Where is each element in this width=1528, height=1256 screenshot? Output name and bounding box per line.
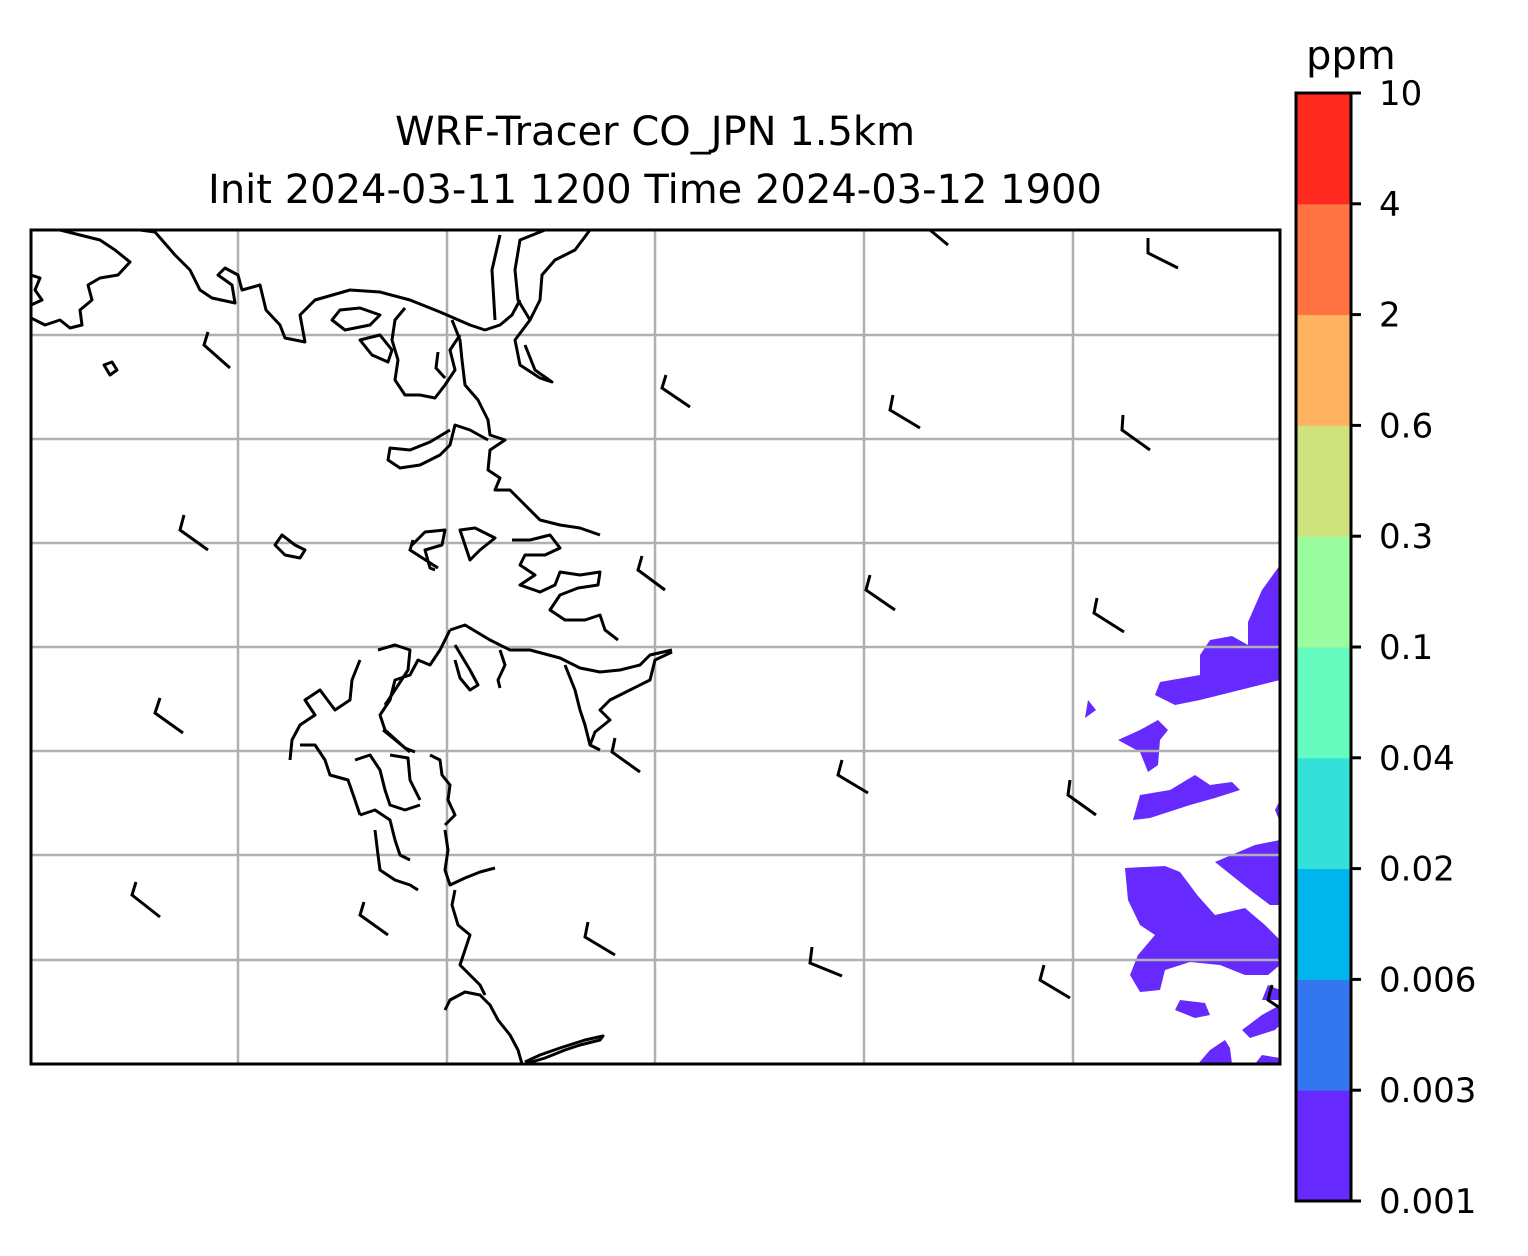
colorbar-segment <box>1296 868 1351 980</box>
coastlines <box>31 230 673 1064</box>
coastline <box>31 273 44 307</box>
colorbar-segment <box>1296 757 1351 870</box>
wind-barb <box>358 901 389 937</box>
colorbar-segment <box>1296 425 1351 537</box>
concentration-patch <box>1255 1055 1280 1064</box>
colorbar-tick-label: 0.001 <box>1379 1182 1476 1222</box>
coastline <box>377 643 412 706</box>
colorbar-segment <box>1296 93 1351 205</box>
concentration-patch <box>1085 700 1096 718</box>
coastline <box>450 319 601 537</box>
wind-barb <box>888 394 921 430</box>
concentration-patch <box>1133 775 1240 820</box>
coastline <box>330 306 382 332</box>
wind-barb <box>202 331 231 370</box>
wind-barb <box>660 374 691 409</box>
coastline <box>390 307 462 400</box>
coastline <box>496 649 507 689</box>
coastline <box>273 533 307 560</box>
colorbar-tick-label: 0.6 <box>1379 406 1433 446</box>
colorbar-segment <box>1296 1090 1351 1202</box>
coastline <box>373 829 419 892</box>
wind-barb <box>808 946 843 978</box>
wind-barb <box>408 539 439 570</box>
concentration-patch <box>1155 565 1280 705</box>
coastline <box>429 753 457 827</box>
coastline <box>386 423 489 470</box>
colorbar-segment <box>1296 536 1351 648</box>
wind-barbs <box>130 230 1280 1010</box>
coastline <box>389 753 422 801</box>
coastline <box>31 230 132 330</box>
wind-barb <box>130 881 161 919</box>
coastline <box>443 990 524 1064</box>
coastline <box>410 528 447 572</box>
wind-barb <box>636 555 666 592</box>
coastline <box>512 533 619 642</box>
coastline <box>458 526 497 562</box>
map-frame <box>29 228 1282 1066</box>
map-gridlines <box>31 230 1280 1064</box>
map-subtitle: Init 2024-03-11 1200 Time 2024-03-12 190… <box>208 167 1102 213</box>
colorbar-tick-label: 0.003 <box>1379 1071 1476 1111</box>
colorbar-tick-label: 0.04 <box>1379 739 1455 779</box>
map-title: WRF-Tracer CO_JPN 1.5km <box>394 109 916 155</box>
coastline <box>513 230 554 384</box>
wind-barb <box>178 514 209 552</box>
colorbar-tick-label: 0.006 <box>1379 960 1476 1000</box>
coastline <box>300 743 362 816</box>
coastline <box>139 230 522 344</box>
colorbar-tick-label: 10 <box>1379 74 1422 114</box>
concentration-patch <box>1198 1040 1232 1064</box>
coastline <box>588 650 673 752</box>
coastline <box>528 230 592 321</box>
wind-barb <box>1038 964 1071 1000</box>
wind-barb <box>583 921 616 957</box>
colorbar-segment <box>1296 647 1351 759</box>
wind-barb <box>1092 597 1125 634</box>
coastline <box>443 829 496 887</box>
colorbar: 0.001 0.003 0.006 0.02 0.04 0.1 0.3 0.6 2 4 10 <box>1294 74 1476 1222</box>
coastline <box>102 360 119 377</box>
wind-barb <box>153 697 184 735</box>
wind-barb <box>610 737 641 774</box>
concentration-patch <box>1175 1000 1210 1018</box>
wind-barb <box>1146 238 1179 270</box>
colorbar-tick-label: 0.1 <box>1379 628 1433 668</box>
coastline <box>524 1034 605 1064</box>
wind-barb <box>1066 779 1097 817</box>
colorbar-segment <box>1296 314 1351 426</box>
coastline <box>288 659 362 761</box>
wind-barb <box>929 230 949 247</box>
colorbar-tick-label: 4 <box>1379 185 1401 225</box>
coastline <box>490 234 502 321</box>
coastline <box>450 889 487 996</box>
coastline <box>563 664 592 746</box>
wind-barb <box>382 728 411 754</box>
coastline <box>354 753 421 812</box>
wind-barb <box>1120 414 1151 452</box>
coastline <box>358 333 394 364</box>
colorbar-tick-label: 0.02 <box>1379 850 1455 890</box>
coastline <box>453 644 480 692</box>
wind-barb <box>864 574 896 612</box>
wind-barb <box>1266 984 1280 1010</box>
colorbar-tick-label: 0.3 <box>1379 517 1433 557</box>
colorbar-tick-label: 2 <box>1379 296 1401 336</box>
colorbar-segment <box>1296 203 1351 316</box>
concentration-patch <box>1118 720 1168 772</box>
coastline <box>449 623 673 674</box>
colorbar-unit-label: ppm <box>1306 33 1396 79</box>
concentration-field <box>1085 565 1280 1064</box>
wind-barb <box>836 759 869 795</box>
wind-barb <box>434 351 447 380</box>
colorbar-segment <box>1296 979 1351 1091</box>
concentration-patch <box>1242 1005 1280 1038</box>
coastline <box>359 808 411 862</box>
